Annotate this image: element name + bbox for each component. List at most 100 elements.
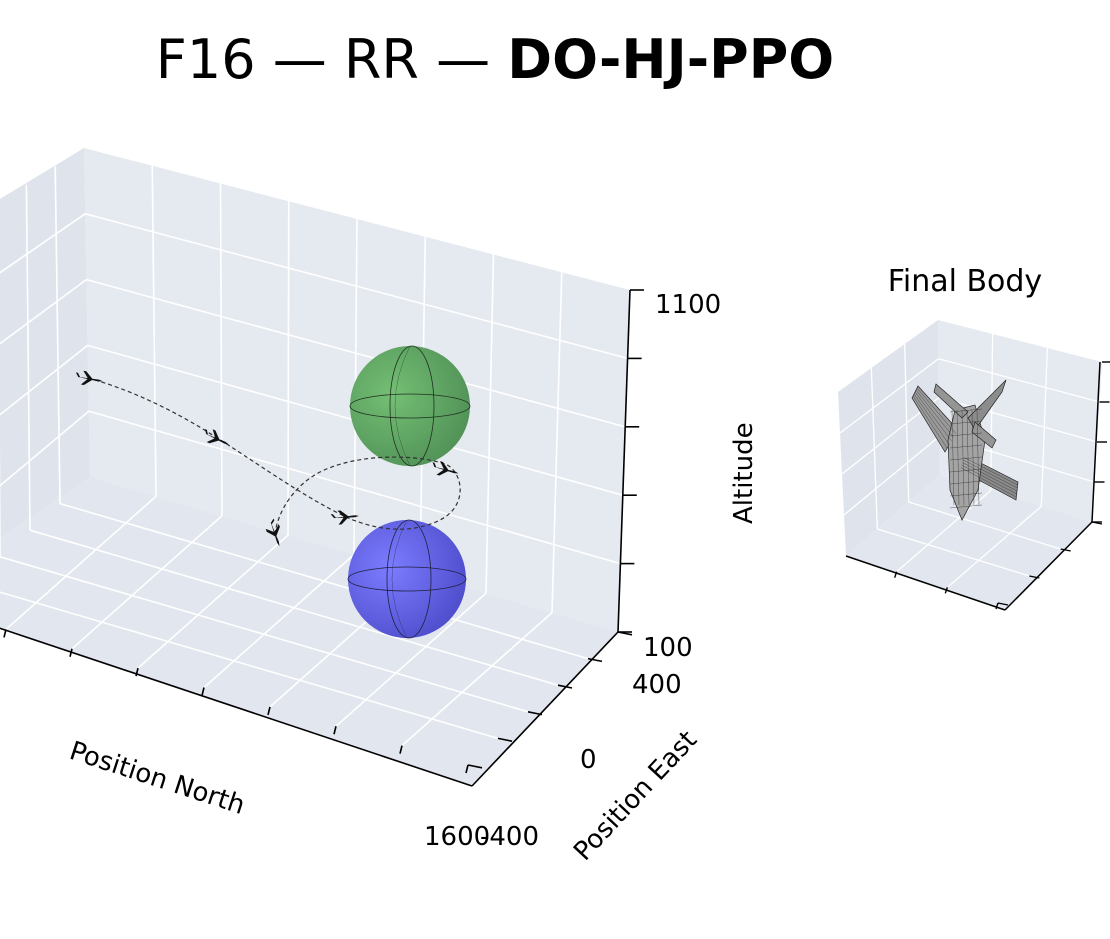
aircraft-marker — [265, 518, 280, 547]
grid-line — [0, 410, 90, 487]
x-tick — [267, 706, 271, 716]
title-emphasis: DO-HJ-PPO — [507, 28, 835, 91]
mesh-line — [916, 387, 956, 434]
x-tick — [135, 667, 139, 677]
x-tick — [201, 687, 205, 696]
y-tick — [1091, 521, 1103, 525]
mesh-line — [915, 389, 954, 438]
x-tick — [333, 726, 337, 735]
main-3d-axes: 1100 100 400 0 -400 1600 Position North … — [0, 148, 759, 867]
x-axis-label: Position North — [66, 736, 249, 821]
x-tick-label: 1600 — [424, 822, 490, 852]
grid-line — [0, 344, 89, 416]
f16-model — [911, 379, 1019, 521]
y-tick — [997, 602, 1009, 606]
mesh-line — [961, 409, 965, 506]
y-tick-label: 400 — [632, 670, 682, 700]
x-tick — [399, 745, 403, 754]
grid-line — [54, 166, 61, 504]
aircraft-marker — [330, 510, 359, 525]
grid-line — [485, 254, 495, 594]
aircraft-marker — [75, 370, 103, 386]
mesh-line — [949, 468, 983, 473]
mesh-line — [949, 480, 983, 485]
mesh-line — [956, 409, 960, 506]
grid-line — [84, 213, 628, 360]
inset-y-axis-line — [1004, 521, 1093, 611]
mesh-line — [962, 462, 1018, 492]
mesh-line — [963, 459, 1018, 489]
y-tick — [587, 657, 603, 663]
inset-title: Final Body — [888, 264, 1042, 299]
grid-line — [137, 534, 289, 669]
y-tick-label: 0 — [580, 745, 597, 775]
grid-line — [88, 410, 621, 565]
z-axis-line — [617, 289, 631, 633]
grid-line — [219, 183, 223, 516]
inset-axis-ticks — [894, 361, 1110, 610]
grid-line — [0, 556, 529, 713]
sphere-blue — [347, 519, 467, 639]
f16-tail-fin — [967, 379, 1007, 431]
sphere-green — [349, 345, 471, 467]
grid-line — [0, 278, 87, 345]
y-tick-label: -400 — [480, 822, 539, 852]
grid-line — [86, 278, 626, 428]
y-axis-line — [471, 631, 619, 787]
z-axis-label: Altitude — [729, 422, 759, 524]
grid-line — [946, 505, 1042, 588]
mesh-line — [960, 467, 1017, 498]
inset-3d-axes: Final Body — [838, 264, 1110, 611]
grid-line — [938, 396, 1098, 443]
grid-line — [287, 201, 290, 536]
mesh-line — [949, 408, 983, 413]
main-grid — [0, 165, 628, 747]
main-axis-ticks — [3, 289, 644, 774]
grid-line — [401, 612, 553, 747]
figure-title: F16 — RR — DO-HJ-PPO — [0, 28, 990, 91]
x-axis-line — [0, 627, 473, 787]
f16-stabilizer — [971, 421, 997, 449]
grid-line — [0, 213, 86, 274]
mesh-line — [949, 420, 983, 425]
mesh-line — [914, 391, 952, 442]
grid-line — [29, 529, 559, 686]
floor-pane — [0, 477, 618, 786]
grid-line — [59, 502, 589, 660]
z-tick-label: 100 — [643, 633, 693, 663]
inset-x-axis-line — [845, 555, 1006, 611]
mesh-line — [913, 393, 950, 445]
mesh-line — [949, 492, 983, 497]
inset-z-axis-line — [1091, 361, 1101, 523]
mesh-line — [949, 432, 983, 437]
mesh-line — [949, 444, 983, 449]
y-tick — [467, 764, 483, 769]
mesh-line — [964, 457, 1018, 486]
z-tick-label: 1100 — [655, 290, 721, 320]
mesh-line — [966, 409, 970, 506]
f16-mesh — [912, 387, 1018, 509]
y-tick — [497, 737, 513, 742]
grid-line — [335, 592, 487, 727]
title-prefix: F16 — RR — — [155, 28, 508, 91]
grid-line — [908, 501, 1061, 550]
mesh-line — [912, 395, 948, 449]
y-tick — [557, 684, 573, 689]
x-tick — [465, 764, 469, 774]
grid-line — [151, 165, 157, 497]
aircraft-marker — [205, 429, 229, 445]
aircraft-marker — [432, 461, 459, 476]
grid-line — [839, 358, 939, 434]
grid-line — [877, 528, 1030, 577]
mesh-line — [976, 409, 980, 506]
inset-left-pane — [838, 320, 940, 556]
mesh-line — [961, 464, 1017, 495]
mesh-line — [949, 504, 983, 509]
x-tick — [995, 602, 999, 610]
mesh-line — [971, 409, 975, 506]
y-tick — [1060, 548, 1071, 552]
grid-line — [870, 367, 878, 530]
grid-line — [25, 184, 31, 531]
